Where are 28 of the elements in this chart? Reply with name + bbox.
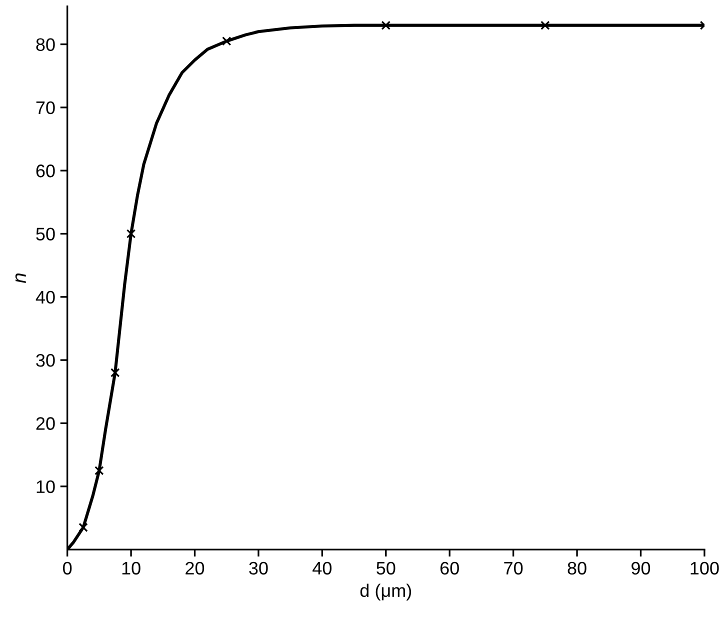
x-tick-label: 100 [690,562,719,575]
point [94,466,104,476]
x-axis-title: d (μm) [360,584,412,601]
point [222,36,232,46]
x-tick-label: 0 [63,562,72,575]
y-tick-label: 80 [36,38,55,52]
x-tick-label: 50 [376,562,396,575]
y-tick-label: 70 [36,101,55,114]
x-tick-label: 70 [504,562,523,575]
x-tick-label: 90 [632,562,650,575]
y-axis-title: n [15,273,26,284]
point [110,368,120,378]
point [381,20,391,30]
y-tick-label: 30 [36,354,55,367]
y-tick-label: 60 [36,164,55,178]
point [540,20,550,30]
x-tick-label: 30 [249,562,268,575]
x-tick-label: 10 [122,562,140,575]
point [78,522,88,532]
x-tick-label: 80 [568,562,586,575]
y-tick-label: 40 [36,290,55,304]
x-tick-label: 40 [312,562,332,575]
y-tick-label: 10 [36,480,55,494]
point [126,229,136,238]
y-tick-label: 20 [36,417,55,430]
y-tick-label: 50 [36,228,55,240]
x-tick-label: 60 [440,562,459,575]
x-tick-label: 20 [186,562,204,575]
